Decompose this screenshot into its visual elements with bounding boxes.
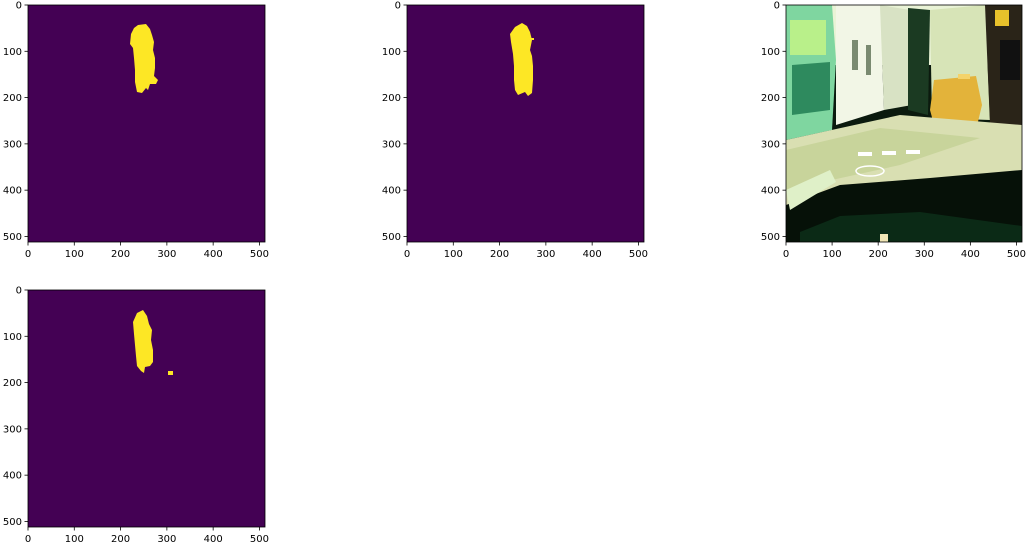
panel-4: 0 100 200 300 400 500 0 100 200 300 400 500 [3, 286, 269, 546]
y-axis-ticks: 0 100 200 300 400 500 [3, 1, 28, 243]
x-tick-label: 400 [204, 249, 223, 260]
mask-fleck [168, 371, 173, 375]
y-tick-label: 400 [382, 186, 401, 197]
y-tick-label: 0 [16, 1, 22, 12]
y-axis-ticks: 0 100 200 300 400 500 [382, 1, 407, 243]
y-tick-label: 0 [16, 286, 22, 297]
axes-frame [27, 4, 266, 243]
y-tick-label: 300 [3, 424, 22, 435]
y-tick-label: 400 [3, 186, 22, 197]
y-tick-label: 300 [382, 139, 401, 150]
y-tick-label: 0 [774, 1, 780, 12]
x-tick-label: 200 [111, 249, 130, 260]
x-tick-label: 500 [1007, 249, 1026, 260]
x-tick-label: 100 [65, 249, 84, 260]
y-tick-label: 100 [3, 332, 22, 343]
x-axis-ticks: 0 100 200 300 400 500 [404, 242, 648, 260]
y-tick-label: 100 [382, 47, 401, 58]
y-axis-ticks: 0 100 200 300 400 500 [3, 286, 28, 528]
mask-fleck [528, 38, 534, 40]
x-axis-ticks: 0 100 200 300 400 500 [25, 242, 269, 260]
x-tick-label: 0 [404, 249, 410, 260]
panel-3: 0 100 200 300 400 500 0 100 200 300 400 500 [761, 1, 1026, 261]
x-tick-label: 0 [783, 249, 789, 260]
x-tick-label: 200 [490, 249, 509, 260]
mask-blob [510, 23, 533, 96]
y-tick-label: 200 [761, 93, 780, 104]
y-tick-label: 400 [3, 471, 22, 482]
x-axis-ticks: 0 100 200 300 400 500 [783, 242, 1026, 260]
y-tick-label: 500 [382, 232, 401, 243]
x-tick-label: 100 [823, 249, 842, 260]
x-tick-label: 500 [629, 249, 648, 260]
x-axis-ticks: 0 100 200 300 400 500 [25, 527, 269, 545]
x-tick-label: 300 [157, 249, 176, 260]
axes-frame [406, 4, 645, 243]
mask-blob [133, 310, 153, 373]
y-tick-label: 100 [3, 47, 22, 58]
y-tick-label: 500 [3, 517, 22, 528]
x-tick-label: 400 [961, 249, 980, 260]
y-tick-label: 100 [761, 47, 780, 58]
y-tick-label: 200 [3, 93, 22, 104]
x-tick-label: 300 [157, 534, 176, 545]
y-axis-ticks: 0 100 200 300 400 500 [761, 1, 786, 243]
y-tick-label: 500 [761, 232, 780, 243]
x-tick-label: 200 [111, 534, 130, 545]
x-tick-label: 100 [65, 534, 84, 545]
y-tick-label: 200 [382, 93, 401, 104]
y-tick-label: 300 [761, 139, 780, 150]
y-tick-label: 200 [3, 378, 22, 389]
y-tick-label: 0 [395, 1, 401, 12]
x-tick-label: 300 [536, 249, 555, 260]
x-tick-label: 200 [869, 249, 888, 260]
x-tick-label: 500 [250, 534, 269, 545]
x-tick-label: 100 [444, 249, 463, 260]
x-tick-label: 400 [204, 534, 223, 545]
x-tick-label: 300 [915, 249, 934, 260]
y-tick-label: 400 [761, 186, 780, 197]
mask-blob [130, 24, 158, 93]
x-tick-label: 0 [25, 534, 31, 545]
y-tick-label: 500 [3, 232, 22, 243]
x-tick-label: 400 [583, 249, 602, 260]
axes-frame [27, 289, 266, 528]
street-photo [786, 5, 1022, 242]
panel-2: 0 100 200 300 400 500 0 100 200 300 400 500 [382, 1, 648, 261]
x-tick-label: 0 [25, 249, 31, 260]
x-tick-label: 500 [250, 249, 269, 260]
y-tick-label: 300 [3, 139, 22, 150]
axes-frame [785, 4, 1023, 243]
panel-1: 0 100 200 300 400 500 0 100 200 300 400 500 [3, 1, 269, 261]
